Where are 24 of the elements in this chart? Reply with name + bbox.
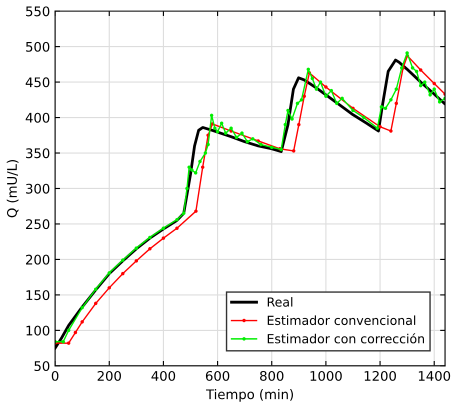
x-tick-label: 400 bbox=[151, 370, 176, 381]
x-tick-label: 1400 bbox=[418, 370, 450, 381]
x-tick-label: 1000 bbox=[310, 370, 342, 381]
y-tick-label: 200 bbox=[26, 254, 50, 265]
y-tick-label: 500 bbox=[26, 42, 50, 52]
legend-label: Real bbox=[268, 297, 292, 307]
y-tick-label: 150 bbox=[26, 290, 50, 300]
x-tick-label: 0 bbox=[52, 370, 58, 381]
x-axis-title: Tiempo (min) bbox=[206, 389, 293, 402]
y-tick-label: 400 bbox=[26, 112, 50, 123]
x-tick-label: 600 bbox=[206, 370, 230, 381]
y-tick-label: 550 bbox=[26, 6, 50, 16]
x-tick-label: 1200 bbox=[364, 370, 396, 381]
y-tick-label: 450 bbox=[26, 77, 50, 88]
x-tick-label: 800 bbox=[260, 370, 284, 381]
y-tick-label: 350 bbox=[26, 148, 50, 158]
y-tick-label: 50 bbox=[34, 361, 50, 372]
y-tick-label: 100 bbox=[26, 326, 50, 336]
legend-label: Estimador convencional bbox=[268, 315, 416, 326]
y-tick-label: 300 bbox=[26, 184, 50, 194]
y-tick-label: 250 bbox=[26, 219, 50, 230]
x-tick-label: 200 bbox=[98, 370, 121, 381]
legend-label: Estimador con corrección bbox=[268, 333, 424, 344]
y-axis-title: Q (mU/L) bbox=[6, 160, 18, 218]
